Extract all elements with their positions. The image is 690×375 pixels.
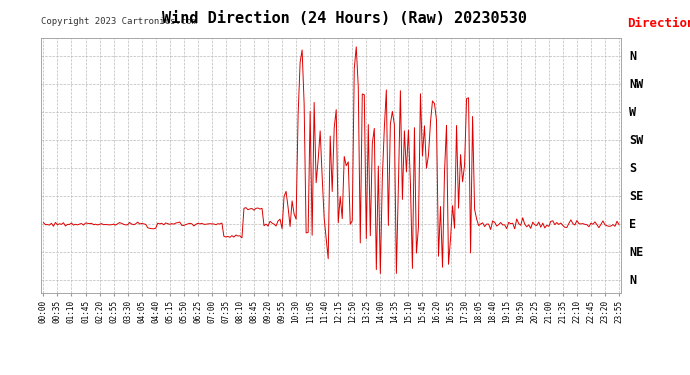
Text: Direction: Direction <box>627 17 690 30</box>
Text: Wind Direction (24 Hours) (Raw) 20230530: Wind Direction (24 Hours) (Raw) 20230530 <box>163 11 527 26</box>
Text: NE: NE <box>629 246 644 259</box>
Text: N: N <box>629 50 636 63</box>
Text: SE: SE <box>629 190 644 202</box>
Text: S: S <box>629 162 636 175</box>
Text: Copyright 2023 Cartronics.com: Copyright 2023 Cartronics.com <box>41 17 197 26</box>
Text: W: W <box>629 106 636 118</box>
Text: E: E <box>629 217 636 231</box>
Text: NW: NW <box>629 78 644 91</box>
Text: SW: SW <box>629 134 644 147</box>
Text: N: N <box>629 273 636 286</box>
